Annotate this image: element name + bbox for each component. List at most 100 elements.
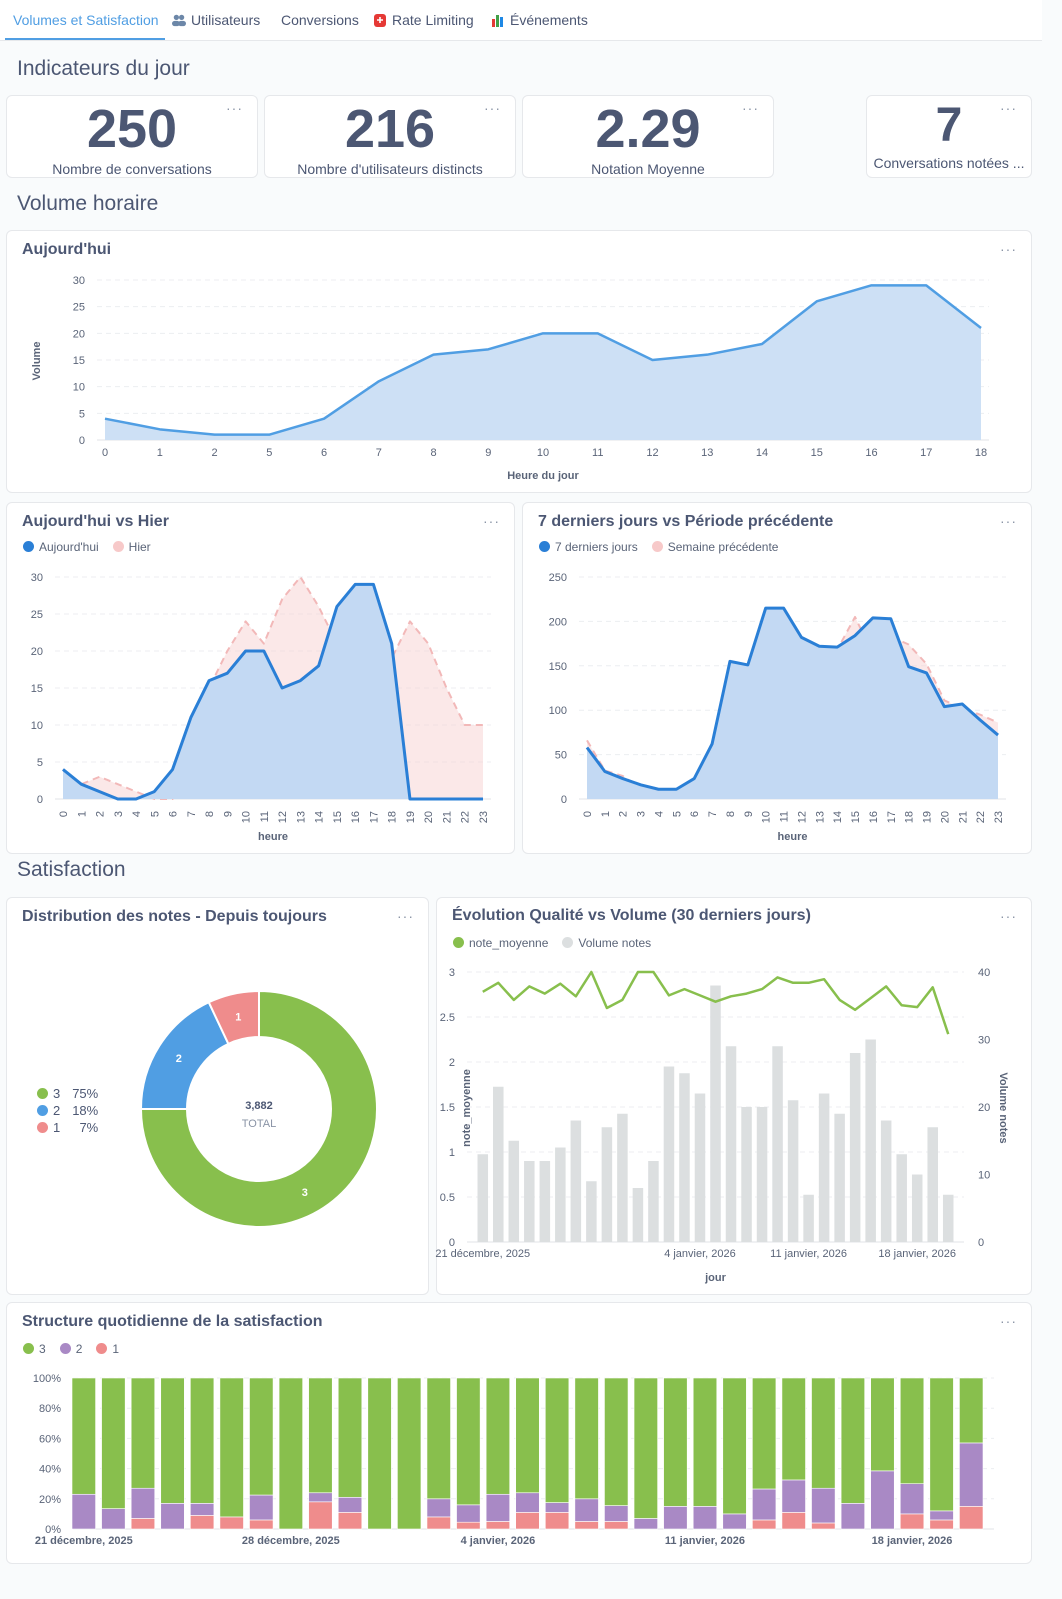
chart-card-quality-volume: Évolution Qualité vs Volume (30 derniers…	[435, 897, 1032, 1295]
segment-note-2	[160, 1503, 185, 1530]
x-tick-label: 16	[350, 811, 362, 823]
card-menu-button[interactable]: ···	[1000, 513, 1017, 529]
legend-item[interactable]: 3 75%	[37, 1086, 98, 1103]
x-tick-label: 5	[266, 447, 272, 459]
slice-label: 1	[235, 1011, 241, 1023]
legend-item[interactable]: 7 derniers jours	[539, 540, 638, 554]
segment-note-1	[544, 1512, 570, 1530]
legend-item[interactable]: Semaine précédente	[651, 540, 778, 554]
donut-total-label: TOTAL	[242, 1118, 276, 1130]
y-tick-label: 25	[73, 302, 85, 314]
tab-conversions[interactable]: Conversions	[281, 12, 359, 28]
volume-bar	[756, 1107, 768, 1242]
legend-item[interactable]: Aujourd'hui	[23, 540, 99, 554]
tab-volumes-satisfaction[interactable]: Volumes et Satisfaction	[13, 12, 159, 28]
card-menu-button[interactable]: ···	[1000, 1313, 1017, 1329]
segment-note-2	[959, 1442, 984, 1507]
y-tick-label: 20	[31, 646, 43, 658]
legend-item[interactable]: 2 18%	[37, 1103, 98, 1120]
previous-line	[62, 576, 483, 800]
y-tick-label: 100%	[33, 1373, 61, 1385]
y-tick-label: 2.5	[440, 1012, 455, 1024]
legend-item[interactable]: note_moyenne	[453, 936, 548, 950]
segment-note-2	[574, 1498, 599, 1522]
segment-note-3	[604, 1377, 629, 1506]
legend-item[interactable]: 3	[23, 1342, 46, 1356]
y-tick-label: 0	[561, 794, 567, 806]
x-tick-label: 16	[868, 811, 880, 823]
volume-bar	[648, 1161, 659, 1242]
card-menu-button[interactable]: ···	[226, 100, 243, 116]
users-icon	[172, 14, 186, 27]
x-tick-label: 4	[653, 811, 665, 817]
y-tick-label: 250	[549, 572, 567, 584]
chart-card-7-days: 7 derniers jours vs Période précédente ·…	[522, 502, 1032, 854]
legend-item[interactable]: 1 7%	[37, 1120, 98, 1137]
card-menu-button[interactable]: ···	[397, 908, 414, 924]
x-tick-label: 14	[314, 811, 326, 823]
x-tick-label: 12	[796, 811, 808, 823]
segment-note-1	[485, 1521, 511, 1530]
y-tick-label: 80%	[39, 1403, 61, 1415]
x-tick-label: 2	[618, 811, 630, 817]
today-line	[585, 606, 999, 791]
tab-utilisateurs[interactable]: Utilisateurs	[172, 12, 260, 28]
slice-label: 2	[176, 1053, 182, 1065]
y-tick-label: 0.5	[440, 1192, 455, 1204]
y2-tick-label: 10	[978, 1170, 990, 1182]
x-tick-label: 13	[701, 447, 713, 459]
x-tick-label: 12	[646, 447, 658, 459]
x-tick-label: 10	[241, 811, 253, 823]
volume-bar	[787, 1100, 799, 1242]
card-menu-button[interactable]: ···	[742, 100, 759, 116]
tab-rate-limiting[interactable]: Rate Limiting	[373, 12, 474, 28]
x-tick-label: 11 janvier, 2026	[770, 1248, 847, 1260]
x-tick-label: 23	[478, 811, 490, 823]
note-moyenne-line	[482, 970, 950, 1035]
segment-note-3	[485, 1377, 511, 1495]
segment-note-1	[899, 1513, 925, 1530]
segment-note-2	[870, 1470, 895, 1530]
segment-note-2	[544, 1502, 570, 1513]
x-tick-label: 15	[811, 447, 823, 459]
x-axis-label: heure	[778, 831, 808, 843]
kpi-value: 250	[86, 99, 178, 159]
legend-item[interactable]: 1	[96, 1342, 119, 1356]
today-area	[63, 584, 483, 799]
segment-note-2	[840, 1503, 865, 1530]
x-tick-label: 7	[376, 447, 382, 459]
tab-evenements[interactable]: Événements	[491, 12, 588, 28]
x-tick-label: 14	[832, 811, 844, 823]
card-menu-button[interactable]: ···	[1000, 100, 1017, 116]
segment-note-2	[337, 1496, 363, 1513]
volume-bar	[803, 1194, 814, 1242]
donut-total: 3,882	[245, 1100, 273, 1112]
x-tick-label: 21 décembre, 2025	[35, 1535, 133, 1547]
kpi-label: Nombre de conversations	[52, 161, 212, 177]
volume-bar	[927, 1127, 938, 1242]
y-tick-label: 40%	[39, 1464, 61, 1476]
x-tick-label: 20	[939, 811, 951, 823]
x-tick-label: 18	[387, 811, 399, 823]
card-menu-button[interactable]: ···	[484, 100, 501, 116]
segment-note-1	[574, 1521, 599, 1530]
x-tick-label: 6	[321, 447, 327, 459]
volume-bar	[508, 1140, 520, 1242]
x-tick-label: 1	[157, 447, 163, 459]
bar-chart-icon	[492, 15, 503, 27]
card-menu-button[interactable]: ···	[483, 513, 500, 529]
y-tick-label: 3	[449, 967, 455, 979]
y2-tick-label: 0	[978, 1237, 984, 1249]
legend-item[interactable]: Volume notes	[562, 936, 651, 950]
x-tick-label: 12	[277, 811, 289, 823]
card-menu-button[interactable]: ···	[1000, 908, 1017, 924]
segment-note-3	[752, 1377, 777, 1490]
segment-note-1	[219, 1516, 244, 1530]
legend-item[interactable]: Hier	[112, 540, 151, 554]
legend-item[interactable]: 2	[59, 1342, 82, 1356]
volume-bar	[741, 1107, 752, 1242]
segment-note-2	[604, 1505, 629, 1522]
card-menu-button[interactable]: ···	[1000, 241, 1017, 257]
